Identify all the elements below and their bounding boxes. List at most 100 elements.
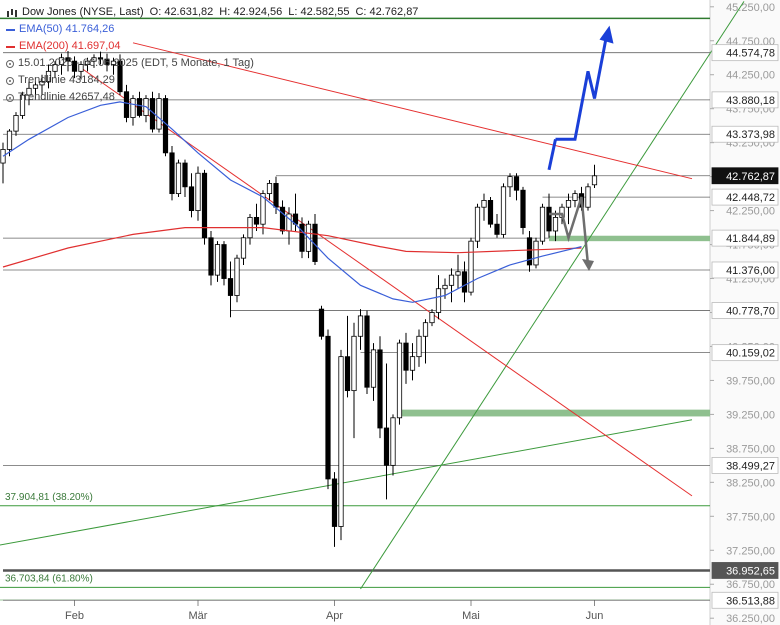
fib-level-label: 37.904,81 (38.20%): [5, 492, 93, 503]
period-range: 15.01.2025 - 06.06.2025: [18, 57, 138, 69]
candle-up: [214, 244, 221, 276]
legend-period: 15.01.2025 - 06.06.2025 (EDT, 5 Monate, …: [6, 55, 418, 72]
candle-down: [461, 271, 468, 293]
legend-trendline-1[interactable]: Trendlinie 43184,29: [6, 72, 418, 89]
price-label: 42.448,72: [726, 192, 775, 204]
candle-up: [442, 284, 448, 290]
ema50-value: 41.764,26: [65, 23, 115, 35]
price-label: 43.373,98: [726, 129, 775, 141]
candle-up: [78, 64, 84, 72]
ema50-label: EMA(50): [19, 23, 63, 35]
ema50-swatch: [6, 28, 15, 31]
price-label-box: [711, 91, 779, 109]
candle-up: [455, 271, 461, 276]
price-label: 41.376,00: [726, 265, 775, 277]
open-value: O: 42.631,82: [149, 6, 214, 18]
price-label: 36.513,88: [726, 595, 775, 607]
legend-header: Dow Jones (NYSE, Last) O: 42.631,82 H: 4…: [6, 4, 418, 21]
candle-up: [266, 183, 273, 195]
trendline-1-label: Trendlinie: [18, 74, 66, 86]
candle-down: [299, 223, 305, 252]
candle-down: [377, 349, 383, 429]
y-tick-label: 37.750,00: [726, 511, 775, 523]
price-label: 41.844,89: [726, 233, 775, 245]
candle-down: [169, 152, 175, 195]
candle-down: [182, 162, 188, 188]
legend-ema50[interactable]: EMA(50) 41.764,26: [6, 21, 418, 38]
candle-up: [396, 342, 403, 419]
candle-down: [487, 200, 494, 225]
support-zone: [549, 235, 710, 242]
candle-up: [338, 356, 344, 527]
candle-up: [572, 193, 578, 201]
candle-down: [494, 223, 500, 235]
candle-down: [201, 172, 208, 239]
trendline-green-lower: [0, 419, 693, 546]
chart-legend: Dow Jones (NYSE, Last) O: 42.631,82 H: 4…: [6, 4, 418, 106]
candle-down: [344, 356, 351, 392]
instrument-title: Dow Jones (NYSE, Last): [22, 6, 144, 18]
y-tick-label: 39.250,00: [726, 409, 775, 421]
trendline-2-label: Trendlinie: [18, 91, 66, 103]
ema200-label: EMA(200): [19, 40, 69, 52]
candle-up: [175, 162, 182, 195]
candle-up: [130, 98, 136, 118]
candle-up: [357, 315, 364, 337]
candle-up: [416, 335, 422, 358]
candle-down: [71, 60, 78, 72]
y-tick-label: 39.750,00: [726, 375, 775, 387]
price-label-box: [711, 167, 779, 185]
candle-down: [104, 58, 110, 65]
candle-up: [370, 349, 377, 388]
candle-up: [19, 94, 26, 116]
trendline-1-value: 43184,29: [68, 74, 115, 86]
candle-up: [240, 237, 247, 259]
x-tick-label: Feb: [65, 610, 84, 622]
candle-up: [409, 356, 416, 371]
y-tick-label: 36.250,00: [726, 613, 775, 625]
price-label-box: [711, 344, 779, 362]
candle-down: [279, 206, 286, 232]
price-label: 43.880,18: [726, 95, 775, 107]
y-tick-label: 38.750,00: [726, 443, 775, 455]
legend-ema200[interactable]: EMA(200) 41.697,04: [6, 38, 418, 55]
ema50-line: [2, 101, 582, 303]
candle-up: [26, 87, 32, 96]
candle-up: [565, 200, 572, 208]
price-label: 40.778,70: [726, 306, 775, 318]
forecast-up-path: [547, 138, 557, 171]
candle-down: [546, 206, 552, 232]
candle-down: [513, 176, 520, 191]
y-tick-label: 45.250,00: [726, 2, 775, 14]
candle-up: [234, 257, 240, 296]
price-label-box: [711, 591, 779, 609]
close-value: C: 42.762,87: [355, 6, 419, 18]
candle-down: [403, 342, 409, 371]
high-value: H: 42.924,56: [219, 6, 283, 18]
y-tick-label: 38.250,00: [726, 477, 775, 489]
candle-down: [117, 60, 123, 93]
candle-up: [91, 57, 97, 62]
period-icon: [6, 59, 14, 68]
candle-up: [468, 240, 474, 293]
candle-up: [52, 64, 58, 72]
candle-down: [227, 278, 234, 296]
forecast-up-arrowhead: [599, 25, 614, 44]
candle-up: [539, 206, 546, 242]
trendline-red-upper: [132, 42, 693, 180]
trendline-icon: [6, 76, 14, 85]
candle-down: [65, 57, 71, 62]
candle-down: [520, 189, 526, 228]
candle-up: [351, 335, 357, 392]
candle-down: [97, 57, 104, 60]
legend-trendline-2[interactable]: Trendlinie 42657,48: [6, 89, 418, 106]
support-zone: [399, 409, 710, 417]
candle-down: [273, 183, 279, 208]
candle-up: [156, 98, 162, 130]
fib-level-label: 36.703,84 (61.80%): [5, 573, 93, 584]
price-label-box: [711, 261, 779, 279]
candle-up: [591, 175, 598, 186]
candle-up: [481, 200, 487, 208]
ema200-value: 41.697,04: [71, 40, 121, 52]
